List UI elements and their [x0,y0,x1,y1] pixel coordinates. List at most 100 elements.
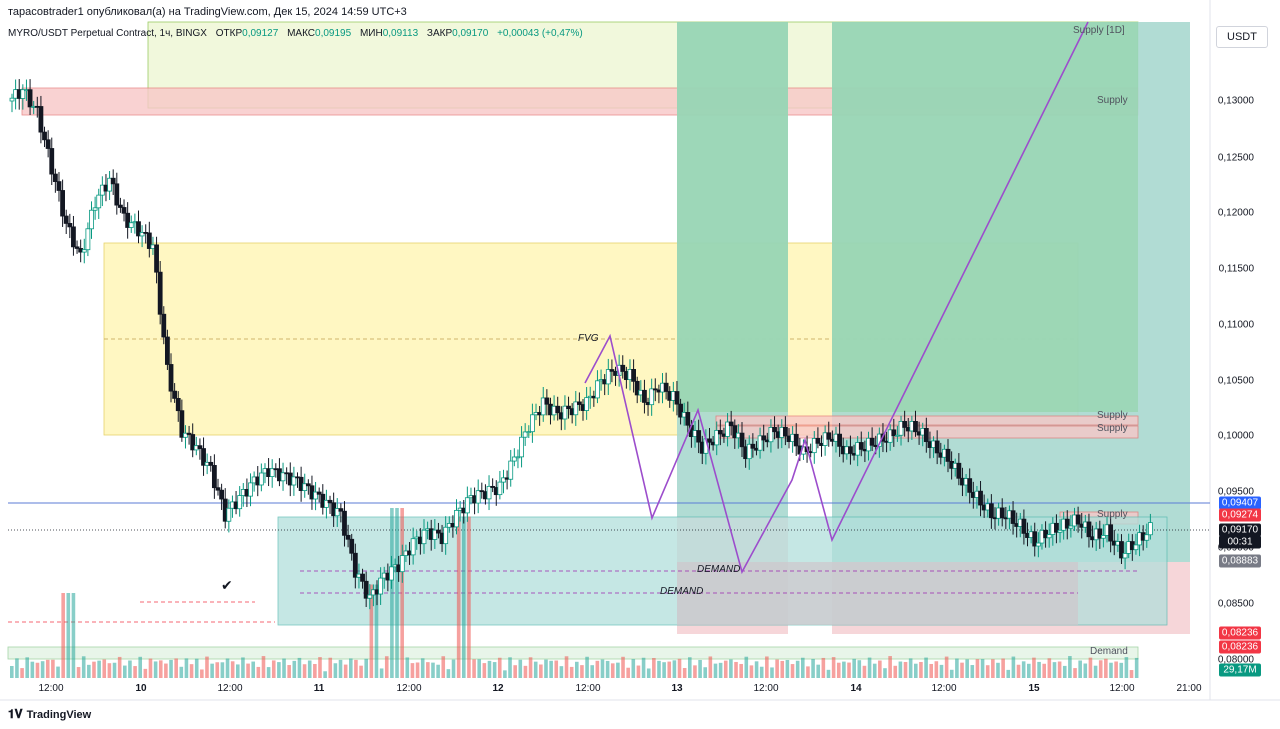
volume-bar [749,665,754,678]
projection-path [584,21,1089,575]
volume-bar [708,656,713,678]
candle-body [757,435,763,451]
volume-bar [718,662,723,678]
candle-body [258,472,264,486]
volume-bar [277,662,281,678]
candle-body [89,209,94,230]
volume-bar [1093,665,1098,678]
volume-bar [56,666,60,678]
candle-body [114,183,120,206]
candle-body [389,566,394,581]
volume-bar [785,659,790,678]
candle-body [96,194,102,209]
candle-body [190,434,196,451]
x-tick: 13 [671,683,683,694]
candle-body [576,401,582,405]
candle-body [732,425,738,439]
x-tick: 12:00 [396,683,422,694]
candle-body [1108,524,1114,542]
candle-body [136,221,141,237]
volume-bar [10,666,14,678]
volume-bar [282,658,286,678]
candle-body [42,131,47,141]
volume-bar [446,669,451,678]
volume-bar [991,659,995,678]
candle-body [324,499,329,508]
volume-bar [1098,660,1103,678]
fvg-label: FVG [578,333,599,344]
volume-bar [903,661,908,678]
candle-body [815,438,821,444]
volume-bar [1124,657,1129,678]
volume-bar [487,660,492,678]
volume-bar [292,660,297,678]
volume-bar [256,666,261,678]
volume-bar [523,665,528,678]
tradingview-logo: 𝟏𝐕 TradingView [8,707,92,721]
volume-bar [87,664,91,678]
volume-bar [1109,662,1113,678]
candle-body [345,534,351,540]
candle-body [663,382,669,392]
volume-bar [117,656,122,678]
volume-bar [184,658,189,678]
volume-bar [585,656,589,678]
volume-bar [595,660,600,678]
candle-body [573,401,579,416]
volume-bar [40,661,45,678]
volume-bar [462,516,466,678]
volume-bar [415,662,420,678]
volume-bar [872,663,877,678]
volume-bar [893,665,898,678]
price-badge-supply: 0,09274 [1219,508,1261,522]
volume-bar [729,659,733,678]
candle-body [508,460,514,480]
candle-body [215,487,221,491]
open-value: 0,09127 [242,28,279,39]
candle-body [211,465,217,489]
y-tick: 0,11000 [1218,319,1254,331]
volume-bar [333,663,338,678]
volume-bar [400,508,404,678]
volume-bar [862,665,867,678]
candle-body [81,249,87,253]
candle-body [522,431,528,438]
volume-bar [842,661,846,678]
candle-body [1101,535,1106,539]
volume-bar [549,660,553,678]
x-tick: 12:00 [217,683,243,694]
candle-body [352,552,358,578]
change-value: +0,00043 (+0,47%) [497,28,583,39]
currency-button[interactable]: USDT [1216,26,1268,48]
candle-body [728,421,734,427]
volume-bar [1088,657,1093,678]
x-tick: 12:00 [1109,683,1135,694]
volume-bar [205,656,209,678]
candle-body [269,468,275,477]
candle-body [27,89,33,108]
candle-body [164,336,170,365]
high-value: 0,09195 [315,28,352,39]
candle-body [746,443,752,460]
candle-body [237,495,243,510]
candle-body [219,489,225,500]
close-value: 0,09170 [452,28,489,39]
volume-bar [35,662,40,678]
candle-body [49,148,55,175]
volume-bar [878,660,882,678]
candle-body [1054,522,1059,533]
volume-bar [143,668,148,678]
volume-bar [564,656,569,678]
volume-bar [148,658,153,678]
volume-bar [955,658,959,678]
candle-body [696,430,702,443]
checkmark-icon: ✔ [221,577,233,593]
candle-body [772,427,777,433]
candle-body [761,435,767,441]
price-badge-last: 0,09170 [1219,523,1261,537]
volume-bar [1104,658,1108,678]
candle-body [399,555,405,573]
volume-bar [364,658,369,678]
volume-bar [636,665,641,678]
